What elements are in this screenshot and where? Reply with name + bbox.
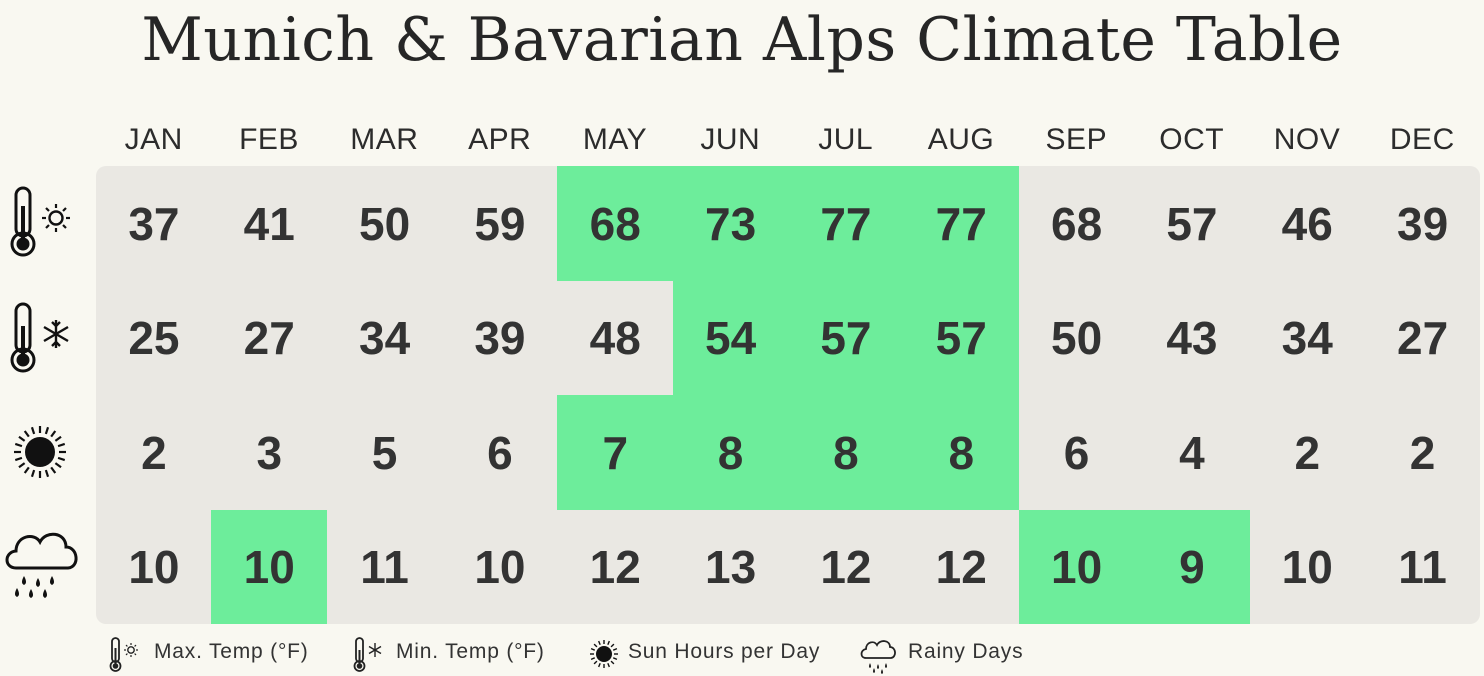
table-cell: 12 bbox=[589, 541, 641, 593]
month-header: OCT bbox=[1159, 123, 1225, 156]
table-cell: 10 bbox=[474, 541, 526, 593]
month-header: JUL bbox=[818, 123, 874, 156]
table-cell: 4 bbox=[1179, 426, 1205, 479]
table-cell: 9 bbox=[1134, 509, 1250, 624]
table-cell: 39 bbox=[1396, 197, 1449, 250]
table-cell: 68 bbox=[557, 166, 674, 281]
table-cell: 50 bbox=[1050, 312, 1103, 364]
month-header-row: JAN FEB MAR APR MAY JUN JUL AUG SEP OCT NOV DEC bbox=[96, 118, 1480, 162]
table-cell: 5 bbox=[371, 426, 398, 479]
month-header: JUN bbox=[700, 123, 761, 156]
legend-label-max-temp: Max. Temp (°F) bbox=[154, 640, 309, 663]
table-cell: 10 bbox=[1018, 509, 1135, 624]
table-cell: 11 bbox=[1398, 541, 1447, 593]
table-cell: 37 bbox=[128, 197, 180, 250]
table-cell: 48 bbox=[589, 312, 641, 364]
month-header: NOV bbox=[1273, 123, 1341, 156]
thermometer-snowflake-icon bbox=[4, 298, 100, 412]
table-cell: 57 bbox=[1166, 197, 1218, 250]
thermometer-sun-icon bbox=[109, 637, 138, 672]
table-cell: 8 bbox=[672, 395, 789, 510]
table-cell: 59 bbox=[474, 197, 526, 250]
month-header: SEP bbox=[1045, 123, 1108, 156]
table-cell: 2 bbox=[1409, 426, 1436, 479]
table-cell: 54 bbox=[672, 280, 789, 396]
month-header: FEB bbox=[239, 123, 299, 156]
table-cell: 34 bbox=[1281, 312, 1333, 364]
table-cell: 77 bbox=[903, 166, 1020, 281]
table-cell: 43 bbox=[1166, 312, 1218, 364]
rain-cloud-icon bbox=[0, 522, 96, 636]
sun-icon bbox=[590, 640, 618, 668]
thermometer-snowflake-icon bbox=[353, 637, 382, 672]
month-header: APR bbox=[468, 123, 532, 156]
month-header: DEC bbox=[1389, 123, 1455, 156]
table-cell: 12 bbox=[820, 541, 872, 593]
legend-label-sun-hours: Sun Hours per Day bbox=[628, 640, 821, 663]
table-cell: 27 bbox=[1396, 312, 1449, 364]
table-cell: 57 bbox=[903, 280, 1020, 396]
table-cell: 6 bbox=[487, 426, 513, 479]
table-cell: 12 bbox=[935, 541, 987, 593]
table-cell: 10 bbox=[1281, 541, 1333, 593]
table-cell: 41 bbox=[243, 197, 295, 250]
month-header: JAN bbox=[124, 123, 183, 156]
table-cell: 57 bbox=[788, 280, 904, 396]
month-header: MAR bbox=[350, 123, 419, 156]
table-cell: 8 bbox=[788, 395, 904, 510]
table-cell: 25 bbox=[128, 312, 180, 364]
sun-icon bbox=[0, 412, 96, 526]
table-cell: 39 bbox=[474, 312, 526, 364]
table-cell: 46 bbox=[1281, 197, 1333, 250]
table-cell: 7 bbox=[557, 395, 674, 510]
climate-table-grid: 37 41 50 59 68 73 77 77 68 57 46 39 25 27 34 39 48 54 57 57… bbox=[96, 166, 1480, 624]
chart-title: Munich & Bavarian Alps Climate Table bbox=[141, 5, 1343, 75]
table-cell: 50 bbox=[358, 197, 411, 250]
table-cell: 27 bbox=[243, 312, 295, 364]
month-header: MAY bbox=[582, 123, 648, 156]
legend-label-rainy-days: Rainy Days bbox=[908, 640, 1024, 663]
table-cell: 6 bbox=[1063, 426, 1090, 479]
table-cell: 2 bbox=[141, 426, 167, 479]
table-cell: 10 bbox=[211, 509, 328, 624]
table-cell: 3 bbox=[256, 426, 283, 479]
legend-label-min-temp: Min. Temp (°F) bbox=[396, 640, 545, 663]
table-cell: 2 bbox=[1294, 426, 1321, 479]
table-cell: 13 bbox=[704, 541, 757, 593]
thermometer-sun-icon bbox=[4, 182, 100, 296]
table-cell: 11 bbox=[360, 541, 409, 593]
table-cell: 10 bbox=[128, 541, 180, 593]
month-header: AUG bbox=[927, 123, 995, 156]
table-cell: 34 bbox=[358, 312, 411, 364]
table-cell: 68 bbox=[1050, 197, 1103, 250]
rain-cloud-icon bbox=[860, 640, 896, 674]
table-cell: 73 bbox=[672, 166, 789, 281]
table-cell: 8 bbox=[903, 395, 1020, 510]
table-cell: 77 bbox=[788, 166, 904, 281]
